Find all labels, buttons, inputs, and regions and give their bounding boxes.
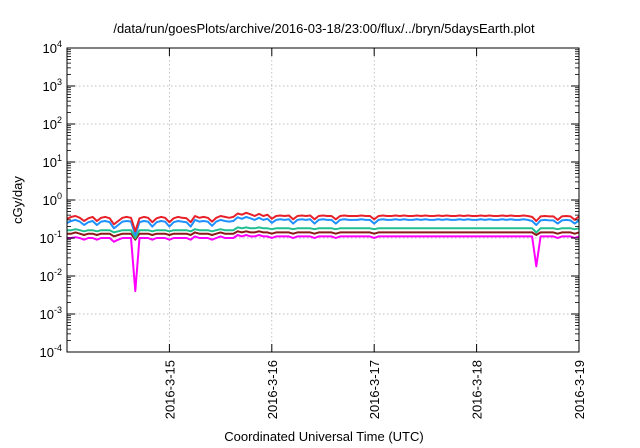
y-axis-label: cGy/day	[10, 176, 25, 224]
y-tick-label: 103	[43, 77, 62, 94]
x-axis: 2016-3-15 2016-3-16 2016-3-17 2016-3-18 2016…	[162, 48, 587, 419]
y-tick-label: 10-3	[40, 305, 62, 322]
series-line-2	[67, 230, 580, 241]
y-tick-label: 102	[43, 115, 62, 132]
x-tick-label: 2016-3-17	[367, 360, 382, 419]
series-group	[66, 211, 580, 293]
y-tick-label: 10-2	[40, 267, 62, 284]
y-tick-label: 10-1	[40, 229, 62, 246]
x-tick-label: 2016-3-19	[572, 360, 587, 419]
series-line-4	[66, 215, 580, 236]
series-line-5	[66, 211, 580, 233]
y-tick-label: 10-4	[40, 343, 62, 360]
x-tick-label: 2016-3-15	[162, 360, 177, 419]
series-line-1	[67, 234, 580, 293]
y-tick-label: 104	[43, 39, 62, 56]
x-axis-label: Coordinated Universal Time (UTC)	[224, 429, 423, 444]
y-tick-label: 101	[43, 153, 62, 170]
series-line-3	[67, 226, 580, 239]
chart-title: /data/run/goesPlots/archive/2016-03-18/2…	[113, 21, 535, 36]
x-tick-label: 2016-3-16	[265, 360, 280, 419]
y-axis: 10-4 10-3 10-2 10-1 100 101 102 103 104	[40, 39, 579, 360]
y-tick-label: 100	[43, 191, 62, 208]
x-tick-label: 2016-3-18	[470, 360, 485, 419]
grid	[67, 48, 579, 352]
